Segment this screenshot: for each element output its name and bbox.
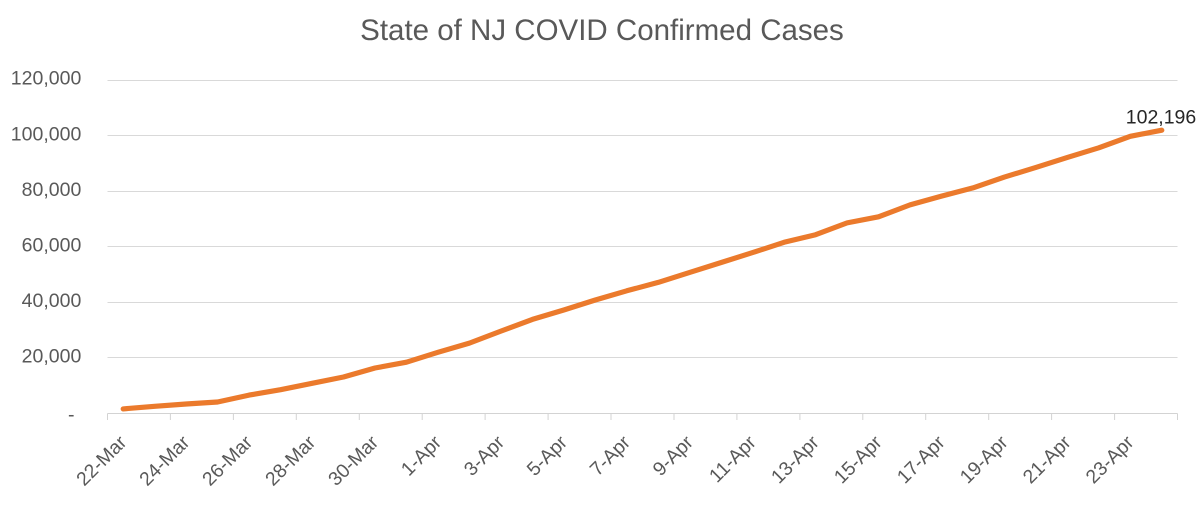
- svg-text:40,000: 40,000: [22, 290, 82, 312]
- svg-text:-: -: [68, 404, 75, 426]
- svg-text:State of NJ COVID Confirmed Ca: State of NJ COVID Confirmed Cases: [360, 14, 844, 47]
- svg-text:120,000: 120,000: [11, 68, 82, 90]
- svg-text:60,000: 60,000: [22, 235, 82, 257]
- svg-text:80,000: 80,000: [22, 179, 82, 201]
- svg-text:100,000: 100,000: [11, 123, 82, 145]
- svg-text:102,196: 102,196: [1126, 106, 1197, 128]
- svg-text:20,000: 20,000: [22, 346, 82, 368]
